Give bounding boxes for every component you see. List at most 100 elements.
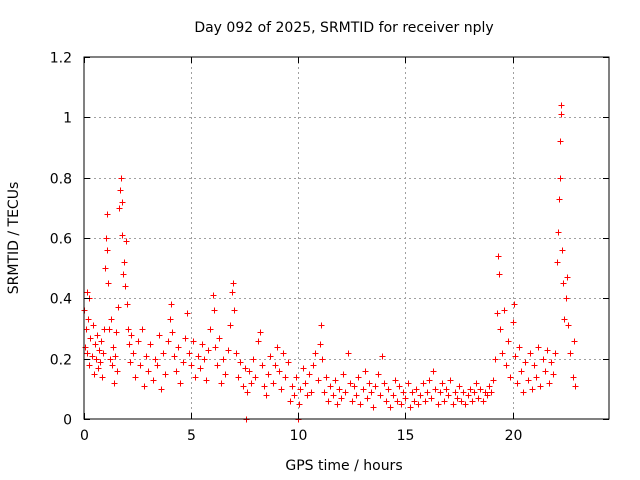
data-point [248,380,255,387]
data-point [555,229,562,236]
data-point [195,353,202,360]
data-point [420,380,427,387]
data-point [192,374,199,381]
data-point [456,383,463,390]
data-point [460,389,467,396]
data-point [212,344,219,351]
data-point [147,341,154,348]
data-point [537,383,544,390]
data-point [471,389,478,396]
data-point [387,404,394,411]
data-point [402,395,409,402]
data-point [169,329,176,336]
data-point [336,386,343,393]
data-point [465,392,472,399]
data-point [505,338,512,345]
data-point [280,350,287,357]
data-point [544,347,551,354]
data-point [218,380,225,387]
data-point [93,356,100,363]
data-point [94,332,101,339]
data-point [469,398,476,405]
data-point [409,389,416,396]
grid [84,57,609,419]
data-point [118,175,125,182]
data-point [411,398,418,405]
data-point [90,322,97,329]
y-tick-label: 0 [63,413,72,429]
data-point [199,341,206,348]
data-point [321,389,328,396]
data-point [556,196,563,203]
data-point [84,350,91,357]
y-tick-label: 0.2 [50,353,72,369]
data-point [437,389,444,396]
data-point [492,356,499,363]
data-point [561,316,568,323]
data-point [110,344,117,351]
data-point [511,301,518,308]
data-point [304,392,311,399]
data-point [282,374,289,381]
data-point [103,235,110,242]
data-point [222,371,229,378]
data-point [220,356,227,363]
data-point [381,380,388,387]
data-point [540,356,547,363]
data-point [563,295,570,302]
data-point [205,347,212,354]
data-point [293,374,300,381]
data-point [435,401,442,408]
data-point [558,102,565,109]
data-point [390,392,397,399]
data-point [95,365,102,372]
data-point [229,289,236,296]
data-point [394,398,401,405]
data-point [233,350,240,357]
data-point [302,380,309,387]
data-point [261,383,268,390]
data-point [285,359,292,366]
data-point [113,329,120,336]
data-point [230,280,237,287]
data-point [484,392,491,399]
data-point [162,371,169,378]
data-point [445,392,452,399]
data-point [570,374,577,381]
data-point [235,374,242,381]
data-point [370,404,377,411]
data-point [276,368,283,375]
data-point [347,380,354,387]
data-point [494,310,501,317]
data-point [552,350,559,357]
data-point [207,326,214,333]
data-point [240,383,247,390]
data-point [424,389,431,396]
data-point [246,368,253,375]
data-point [488,389,495,396]
data-point [119,199,126,206]
data-point [572,383,579,390]
data-point [168,301,175,308]
data-point [143,353,150,360]
data-point [554,259,561,266]
data-point [216,335,223,342]
data-point [125,326,132,333]
data-point [564,274,571,281]
data-point [130,350,137,357]
data-point [306,371,313,378]
data-point [177,380,184,387]
data-point [112,353,119,360]
data-point [317,341,324,348]
data-point [450,401,457,408]
x-tick-label: 0 [80,428,89,444]
data-point [522,359,529,366]
data-point [535,344,542,351]
data-point [272,362,279,369]
data-point [375,371,382,378]
x-tick-labels: 0 5 10 15 20 [80,428,522,444]
data-point [349,398,356,405]
y-tick-label: 1 [63,111,72,127]
data-point [447,377,454,384]
data-point [338,395,345,402]
